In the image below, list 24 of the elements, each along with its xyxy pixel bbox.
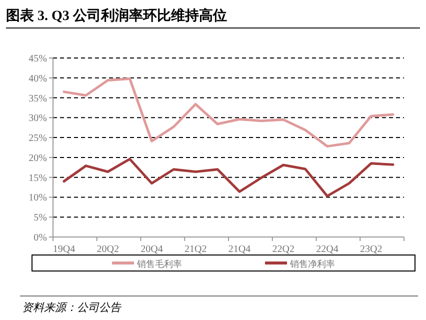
y-tick-label: 30% [28, 113, 47, 124]
x-tick-label: 23Q2 [360, 244, 382, 255]
chart-title: 图表 3. Q3 公司利润率环比维持高位 [6, 7, 227, 24]
y-tick-label: 35% [28, 93, 47, 104]
legend-label: 销售毛利率 [136, 259, 182, 269]
x-tick-label: 22Q4 [316, 244, 338, 255]
y-tick-label: 5% [34, 212, 47, 224]
y-tick-label: 10% [28, 192, 47, 204]
y-tick-label: 40% [28, 73, 47, 84]
y-tick-label: 15% [28, 172, 47, 184]
y-tick-label: 0% [34, 232, 47, 244]
x-tick-label: 20Q4 [140, 244, 163, 255]
line-series [62, 77, 394, 148]
x-tick-label: 22Q2 [272, 244, 294, 255]
legend-label: 销售净利率 [289, 259, 335, 269]
text: 资料来源：公司公告 [22, 301, 122, 314]
x-tick-label: 21Q2 [184, 244, 207, 255]
y-tick-label: 45% [28, 54, 47, 64]
x-tick-label: 20Q2 [96, 244, 119, 255]
x-tick-label: 21Q4 [228, 244, 251, 255]
x-tick-label: 19Q4 [52, 244, 76, 255]
y-tick-label: 20% [28, 152, 47, 164]
y-tick-label: 25% [28, 133, 47, 144]
line-series [62, 158, 394, 198]
